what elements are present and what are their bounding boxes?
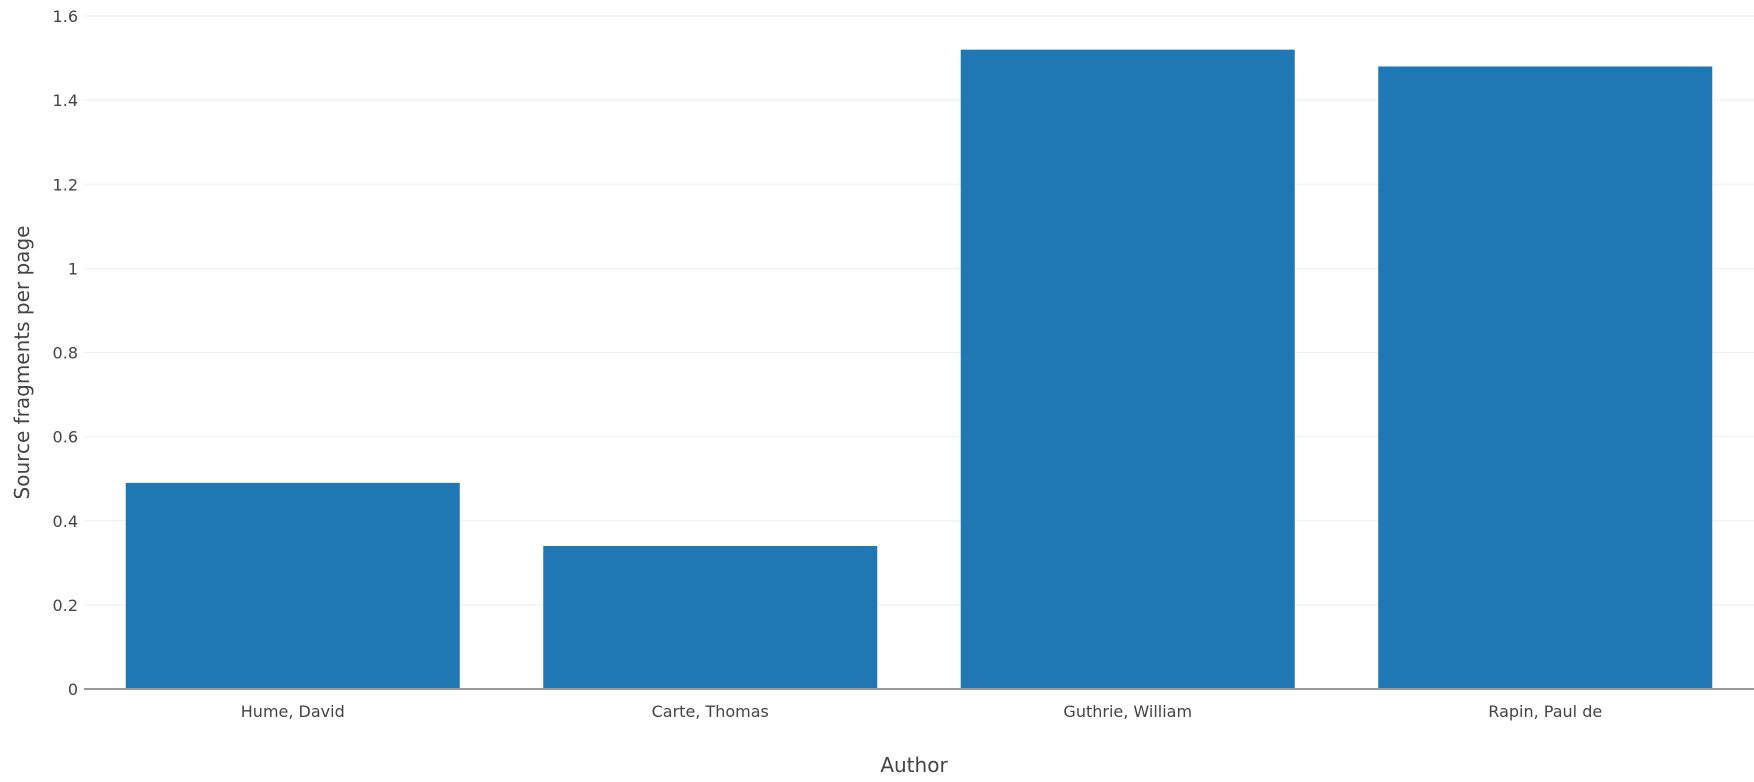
bar[interactable] [543, 545, 878, 689]
x-tick-label: Rapin, Paul de [1488, 702, 1602, 721]
x-axis-title: Author [880, 753, 948, 777]
bar[interactable] [1378, 66, 1713, 690]
bar[interactable] [125, 482, 460, 689]
bar[interactable] [960, 49, 1295, 689]
y-tick-label: 1 [68, 259, 78, 278]
y-axis-title: Source fragments per page [10, 226, 34, 500]
x-tick-label: Carte, Thomas [652, 702, 769, 721]
y-tick-label: 0 [68, 680, 78, 699]
y-tick-label: 1.6 [53, 7, 78, 26]
y-tick-label: 0.8 [53, 344, 78, 363]
y-tick-label: 0.6 [53, 428, 78, 447]
x-tick-label: Hume, David [241, 702, 345, 721]
y-tick-label: 0.4 [53, 512, 78, 531]
y-tick-label: 1.2 [53, 175, 78, 194]
x-tick-label: Guthrie, William [1063, 702, 1192, 721]
y-tick-label: 1.4 [53, 91, 78, 110]
bars [125, 49, 1713, 690]
y-tick-label: 0.2 [53, 596, 78, 615]
axes: 0 0.2 0.4 0.6 0.8 1 1.2 1.4 1.6 Hume, David Carte,… [53, 7, 1754, 721]
